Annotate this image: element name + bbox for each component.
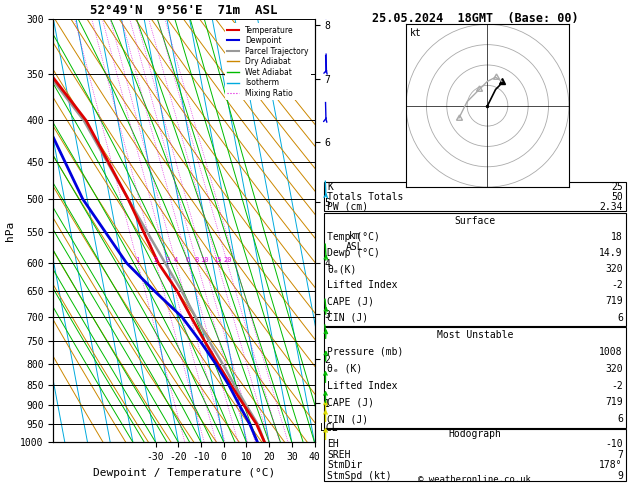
Y-axis label: km
ASL: km ASL — [347, 231, 364, 252]
Text: PW (cm): PW (cm) — [327, 202, 368, 211]
Text: θₑ (K): θₑ (K) — [327, 364, 362, 374]
Text: 6: 6 — [617, 414, 623, 424]
Bar — [324, 213, 626, 326]
Text: 320: 320 — [605, 364, 623, 374]
Legend: Temperature, Dewpoint, Parcel Trajectory, Dry Adiabat, Wet Adiabat, Isotherm, Mi: Temperature, Dewpoint, Parcel Trajectory… — [225, 23, 311, 100]
Text: θₑ(K): θₑ(K) — [327, 264, 357, 274]
Text: 2: 2 — [154, 257, 158, 263]
Text: 15: 15 — [213, 257, 222, 263]
Title: 52°49'N  9°56'E  71m  ASL: 52°49'N 9°56'E 71m ASL — [90, 4, 278, 17]
Text: Dewp (°C): Dewp (°C) — [327, 248, 380, 258]
Text: Surface: Surface — [454, 216, 496, 226]
Text: Lifted Index: Lifted Index — [327, 381, 398, 391]
Text: 14.9: 14.9 — [599, 248, 623, 258]
Text: -2: -2 — [611, 381, 623, 391]
Text: CIN (J): CIN (J) — [327, 312, 368, 323]
Text: 320: 320 — [605, 264, 623, 274]
X-axis label: Dewpoint / Temperature (°C): Dewpoint / Temperature (°C) — [93, 468, 275, 478]
Text: CIN (J): CIN (J) — [327, 414, 368, 424]
Text: -10: -10 — [605, 439, 623, 450]
Text: 10: 10 — [200, 257, 208, 263]
Text: Lifted Index: Lifted Index — [327, 280, 398, 290]
Text: 18: 18 — [611, 232, 623, 242]
Text: -2: -2 — [611, 280, 623, 290]
Text: 25: 25 — [611, 182, 623, 192]
Text: 1008: 1008 — [599, 347, 623, 357]
Text: 719: 719 — [605, 398, 623, 407]
Text: Pressure (mb): Pressure (mb) — [327, 347, 403, 357]
Text: 2.34: 2.34 — [599, 202, 623, 211]
Text: LCL: LCL — [320, 423, 337, 433]
Text: 6: 6 — [186, 257, 190, 263]
Text: 8: 8 — [195, 257, 199, 263]
Bar — [324, 429, 626, 481]
Text: 20: 20 — [223, 257, 231, 263]
Text: 25.05.2024  18GMT  (Base: 00): 25.05.2024 18GMT (Base: 00) — [372, 12, 578, 25]
Text: Most Unstable: Most Unstable — [437, 330, 513, 340]
Text: 719: 719 — [605, 296, 623, 307]
Text: kt: kt — [410, 28, 422, 38]
Text: 6: 6 — [617, 312, 623, 323]
Text: 9: 9 — [617, 471, 623, 481]
Text: CAPE (J): CAPE (J) — [327, 296, 374, 307]
Text: CAPE (J): CAPE (J) — [327, 398, 374, 407]
Text: 4: 4 — [174, 257, 178, 263]
Text: Temp (°C): Temp (°C) — [327, 232, 380, 242]
Text: 50: 50 — [611, 192, 623, 202]
Text: Totals Totals: Totals Totals — [327, 192, 403, 202]
Text: StmSpd (kt): StmSpd (kt) — [327, 471, 392, 481]
Text: StmDir: StmDir — [327, 460, 362, 470]
Text: EH: EH — [327, 439, 339, 450]
Text: © weatheronline.co.uk: © weatheronline.co.uk — [418, 474, 532, 484]
Y-axis label: hPa: hPa — [4, 221, 14, 241]
Bar — [324, 182, 626, 211]
Text: 3: 3 — [165, 257, 170, 263]
Text: Hodograph: Hodograph — [448, 429, 501, 439]
Text: 7: 7 — [617, 450, 623, 460]
Text: 1: 1 — [135, 257, 140, 263]
Text: SREH: SREH — [327, 450, 350, 460]
Bar — [324, 327, 626, 428]
Text: 178°: 178° — [599, 460, 623, 470]
Text: K: K — [327, 182, 333, 192]
